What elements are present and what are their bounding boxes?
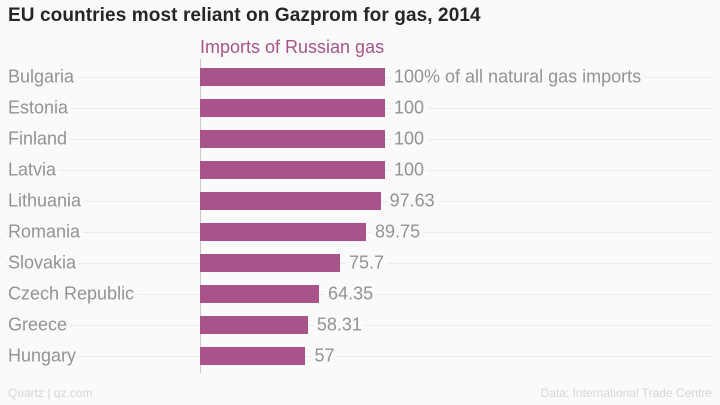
category-label: Slovakia [8,252,80,274]
bar [200,192,381,210]
bar [200,68,385,86]
value-label: 58.31 [313,314,365,336]
data-source: Data: International Trade Centre [540,386,712,400]
chart-row: Estonia 100 [0,93,720,124]
value-label: 75.7 [346,252,388,274]
bar [200,254,340,272]
category-label: Latvia [8,159,60,181]
series-legend-label: Imports of Russian gas [200,37,385,57]
bar [200,130,385,148]
category-label: Czech Republic [8,283,138,305]
value-label: 64.35 [325,283,377,305]
chart-row: Lithuania 97.63 [0,186,720,217]
category-label: Greece [8,314,71,336]
chart-row: Greece 58.31 [0,310,720,341]
value-label: 100% of all natural gas imports [391,66,645,88]
chart-title: EU countries most reliant on Gazprom for… [8,5,481,26]
bar [200,161,385,179]
bar [200,99,385,117]
chart-row: Slovakia 75.7 [0,248,720,279]
category-label: Lithuania [8,190,85,212]
chart-row: Romania 89.75 [0,217,720,248]
bar [200,223,366,241]
category-label: Finland [8,128,71,150]
value-label: 100 [391,128,428,150]
category-label: Hungary [8,345,80,367]
value-label: 89.75 [372,221,424,243]
bar [200,285,319,303]
bar [200,347,306,365]
value-label: 100 [391,97,428,119]
value-label: 97.63 [386,190,438,212]
chart-row: Hungary 57 [0,341,720,372]
category-label: Bulgaria [8,66,78,88]
value-label: 57 [311,345,338,367]
category-label: Estonia [8,97,72,119]
chart-row: Finland 100 [0,124,720,155]
source-attribution: Quartz | qz.com [8,386,93,400]
gridline [6,356,712,357]
category-label: Romania [8,221,84,243]
chart-row: Czech Republic 64.35 [0,279,720,310]
chart-row: Latvia 100 [0,155,720,186]
plot-area: Bulgaria 100% of all natural gas imports E… [0,59,720,373]
chart-row: Bulgaria 100% of all natural gas imports [0,62,720,93]
value-label: 100 [391,159,428,181]
bar [200,316,308,334]
y-axis-line [200,59,201,373]
